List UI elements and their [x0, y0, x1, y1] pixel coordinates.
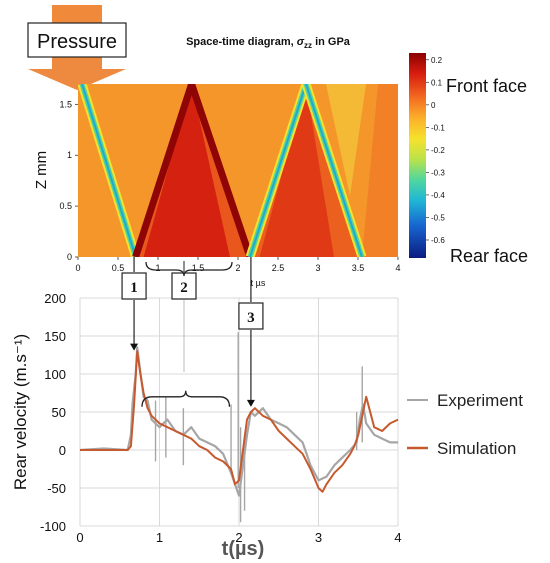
colorbar-tick: -0.5: [431, 213, 445, 222]
heatmap-x-tick: 4: [395, 263, 400, 273]
marker-label-2: 2: [180, 280, 188, 296]
space-time-heatmap: 0 0.5 1 1.5 2 2.5 3 3.5 4 0 0.5 1 1.5: [59, 84, 401, 273]
heatmap-x-tick: 2.5: [272, 263, 285, 273]
colorbar: 0.2 0.1 0 -0.1 -0.2 -0.3 -0.4 -0.5 -0.6: [409, 53, 445, 258]
line-y-tick: 150: [44, 329, 66, 344]
pressure-arrow-head: [28, 69, 126, 90]
heatmap-x-tick: 1: [155, 263, 160, 273]
heatmap-y-tick: 0.5: [59, 201, 72, 211]
colorbar-tick: -0.4: [431, 191, 445, 200]
heatmap-y-tick: 1.5: [59, 99, 72, 109]
line-y-label: Rear velocity (m.s⁻¹): [11, 334, 30, 490]
heatmap-x-label: t µs: [251, 278, 266, 288]
wave-front: [188, 84, 254, 257]
marker-box-3: [238, 302, 264, 330]
colorbar-tick: -0.1: [431, 123, 445, 132]
heatmap-region: [143, 84, 230, 257]
brace-top: [145, 261, 233, 277]
heatmap-x-tick: 2: [235, 263, 240, 273]
line-y-tick: 0: [59, 443, 66, 458]
rear-face-label: Rear face: [450, 246, 528, 266]
line-y-tick: -50: [47, 481, 66, 496]
line-x-tick: 2: [235, 530, 242, 545]
colorbar-gradient: [409, 53, 426, 258]
marker-label-3: 3: [247, 310, 255, 326]
line-x-tick: 4: [394, 530, 401, 545]
legend-label-experiment: Experiment: [437, 391, 523, 410]
heatmap-x-tick: 1.5: [192, 263, 205, 273]
line-x-label: t(µs): [222, 538, 265, 560]
line-y-tick: -100: [40, 519, 66, 534]
heatmap-title: Space-time diagram, σzz in GPa: [186, 36, 351, 50]
pressure-label-box: [27, 22, 127, 58]
heatmap-x-tick: 0: [75, 263, 80, 273]
line-y-tick: 200: [44, 291, 66, 306]
heatmap-region: [326, 84, 366, 196]
rear-velocity-chart: 0 1 2 3 4 200 150 100 50 0 -50 -100 1 2 3: [40, 257, 402, 545]
marker-arrowhead: [246, 399, 255, 407]
line-x-tick: 1: [156, 530, 163, 545]
colorbar-tick: 0.2: [431, 56, 443, 65]
colorbar-tick: 0: [431, 101, 436, 110]
brace-bottom: [141, 390, 231, 407]
pressure-label: Pressure: [37, 31, 117, 53]
colorbar-tick: -0.6: [431, 236, 445, 245]
marker-box-1: [121, 272, 147, 300]
heatmap-x-tick: 3.5: [352, 263, 365, 273]
marker-label-1: 1: [130, 280, 138, 296]
heatmap-x-tick: 0.5: [112, 263, 125, 273]
marker-arrowhead: [130, 343, 139, 351]
heatmap-region: [362, 84, 398, 257]
pressure-arrow: Pressure: [27, 5, 127, 90]
front-face-label: Front face: [446, 76, 527, 96]
legend-label-simulation: Simulation: [437, 439, 516, 458]
legend: Experiment Simulation: [407, 391, 523, 458]
colorbar-tick: -0.3: [431, 168, 445, 177]
colorbar-tick: -0.2: [431, 146, 445, 155]
line-x-tick: 0: [76, 530, 83, 545]
heatmap-region: [259, 84, 334, 257]
heatmap-y-label: Z mm: [33, 151, 50, 189]
marker-box-2: [171, 272, 197, 300]
heatmap-y-tick: 1: [67, 150, 72, 160]
line-y-tick: 100: [44, 367, 66, 382]
line-y-tick: 50: [52, 405, 66, 420]
heatmap-y-tick: 0: [67, 252, 72, 262]
series-simulation: [80, 350, 399, 493]
colorbar-tick: 0.1: [431, 78, 443, 87]
line-x-tick: 3: [315, 530, 322, 545]
wave-front: [132, 84, 195, 257]
heatmap-x-tick: 3: [315, 263, 320, 273]
